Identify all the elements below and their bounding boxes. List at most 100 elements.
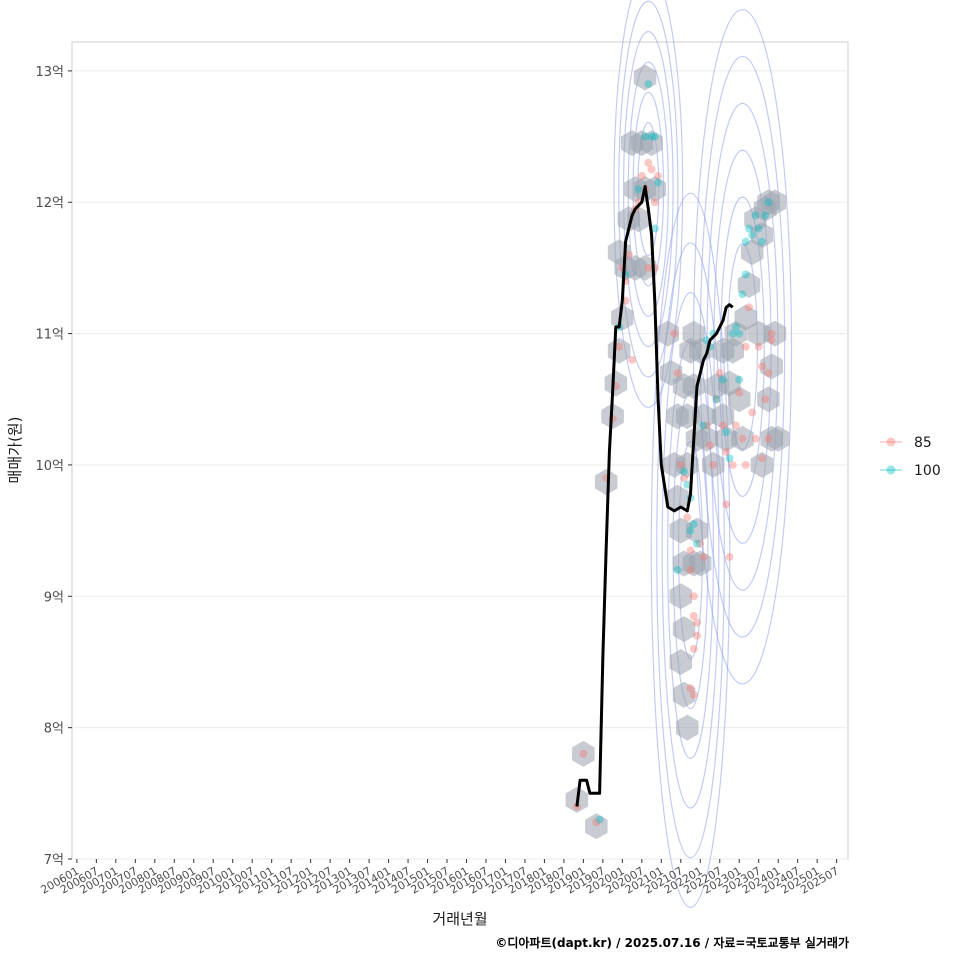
hexbin-cell (643, 176, 667, 203)
y-tick-label: 8억 (44, 722, 64, 737)
hexbin-cell (702, 451, 725, 478)
scatter-point-85 (650, 198, 659, 207)
scatter-point-100 (764, 198, 773, 207)
y-tick-label: 13억 (35, 65, 64, 80)
hexbin-cell (711, 403, 735, 430)
scatter-point-85 (647, 165, 656, 174)
hexbin-cell (695, 425, 718, 452)
scatter-point-100 (686, 526, 695, 535)
scatter-point-100 (647, 132, 656, 141)
scatter-point-100 (725, 454, 734, 463)
hexbin-cell (763, 320, 787, 347)
scatter-point-85 (738, 434, 747, 443)
hexbin-cell (757, 386, 780, 413)
scatter-point-100 (751, 211, 760, 220)
scatter-point-85 (754, 342, 763, 351)
scatter-point-85 (624, 250, 633, 259)
scatter-point-100 (693, 539, 702, 548)
scatter-point-85 (722, 500, 731, 509)
scatter-point-85 (689, 690, 698, 699)
legend-label: 85 (914, 435, 932, 451)
scatter-point-85 (686, 546, 695, 555)
hexbin-cell (731, 425, 754, 452)
density-contour (661, 292, 720, 809)
hexbin-cell (672, 681, 696, 708)
scatter-point-85 (680, 474, 689, 483)
scatter-point-100 (741, 237, 750, 246)
hexbin-cell (585, 813, 608, 840)
scatter-point-100 (757, 237, 766, 246)
scatter-point-85 (683, 513, 692, 522)
scatter-point-85 (751, 434, 760, 443)
scatter-point-85 (637, 171, 646, 180)
hexbin-cell (689, 550, 712, 577)
scatter-point-100 (735, 375, 744, 384)
scatter-point-85 (686, 684, 695, 693)
hexbin-cell (633, 254, 657, 281)
scatter-point-85 (748, 408, 757, 417)
density-contours (613, 0, 793, 908)
scatter-point-100 (595, 815, 604, 824)
scatter-point-85 (673, 369, 682, 378)
scatter-point-100 (731, 323, 740, 332)
hexbin-cell (766, 425, 790, 452)
scatter-point-85 (741, 342, 750, 351)
hexbin-cell (666, 484, 689, 511)
scatter-point-85 (702, 421, 711, 430)
scatter-point-85 (715, 369, 724, 378)
scatter-point-85 (764, 434, 773, 443)
scatter-point-100 (722, 428, 731, 437)
scatter-point-85 (579, 749, 588, 758)
y-tick-label: 10억 (35, 459, 64, 474)
hexbin-cell (572, 740, 595, 767)
scatter-point-100 (650, 224, 659, 233)
hexbin-cell (676, 714, 699, 741)
scatter-point-85 (644, 158, 653, 167)
legend: 85 100 (880, 435, 941, 479)
density-contour (656, 242, 725, 859)
source-caption: ©디아파트(dapt.kr) / 2025.07.16 / 자료=국토교통부 실… (495, 936, 849, 950)
scatter-point-85 (718, 421, 727, 430)
scatter-point-85 (693, 631, 702, 640)
scatter-point-85 (757, 362, 766, 371)
scatter-point-100 (712, 395, 721, 404)
scatter-point-85 (615, 342, 624, 351)
hexbin-cell (760, 353, 783, 380)
y-tick-label: 9억 (44, 590, 64, 605)
y-tick-label: 11억 (35, 328, 64, 343)
scatter-point-85 (644, 263, 653, 272)
scatter-point-85 (670, 329, 679, 338)
x-axis-title: 거래년월 (432, 910, 487, 928)
hexbin-cell (669, 583, 692, 610)
y-axis: 7억 8억 9억 10억 11억 12억 13억 (35, 65, 72, 868)
hexbin-cell (750, 222, 774, 249)
hexbin-cell (604, 370, 628, 397)
scatter-point-100 (699, 421, 708, 430)
scatter-points (572, 80, 776, 827)
scatter-point-100 (728, 329, 737, 338)
scatter-point-85 (686, 566, 695, 575)
hexbin-cell (669, 649, 692, 675)
hexbin-cell (750, 451, 774, 478)
scatter-point-100 (735, 329, 744, 338)
trend-line-layer (575, 185, 734, 807)
scatter-point-100 (683, 480, 692, 489)
scatter-point-100 (634, 185, 643, 194)
scatter-point-85 (699, 552, 708, 561)
scatter-point-85 (693, 618, 702, 627)
hexbin-cell (672, 616, 696, 643)
scatter-point-85 (767, 329, 776, 338)
scatter-point-100 (761, 211, 770, 220)
y-axis-title: 매매가(원) (6, 417, 24, 484)
scatter-point-85 (712, 395, 721, 404)
scatter-point-100 (754, 224, 763, 233)
scatter-point-85 (761, 395, 770, 404)
scatter-point-85 (735, 388, 744, 397)
density-contour (613, 0, 684, 408)
scatter-point-85 (709, 460, 718, 469)
scatter-point-100 (718, 375, 727, 384)
scatter-point-85 (689, 644, 698, 653)
hexbin-cell (728, 386, 751, 413)
scatter-point-100 (744, 224, 753, 233)
hexbin-cell (734, 304, 757, 331)
